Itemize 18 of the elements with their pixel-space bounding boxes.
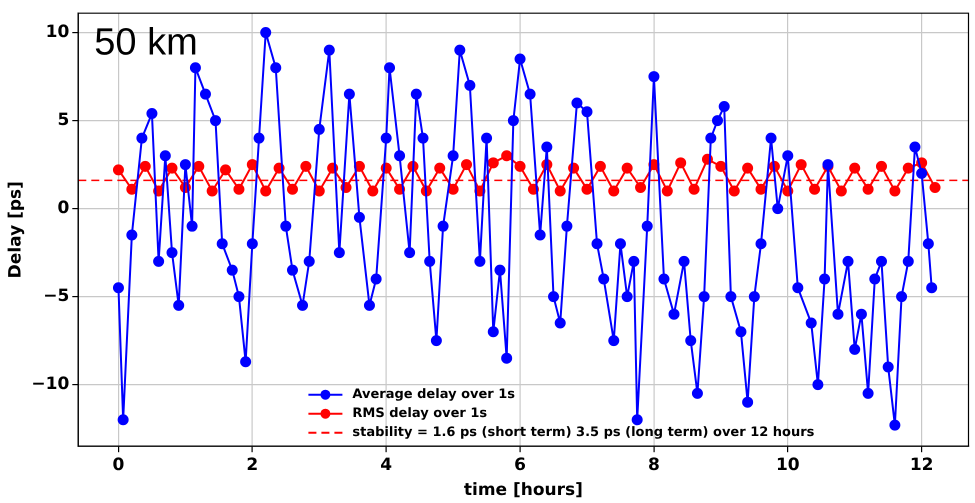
legend-label: stability = 1.6 ps (short term) 3.5 ps (long term) over 12 hours: [352, 425, 815, 440]
legend-label: RMS delay over 1s: [352, 406, 488, 422]
x-axis-title: time [hours]: [464, 480, 583, 500]
x-tick-label: 2: [246, 454, 258, 475]
y-tick-label: −10: [31, 374, 70, 394]
x-tick-label: 10: [776, 454, 800, 475]
y-tick-label: −5: [43, 286, 70, 306]
legend-label: Average delay over 1s: [352, 387, 516, 402]
x-tick-label: 0: [112, 454, 125, 475]
annotation: 50 km: [94, 22, 198, 64]
y-tick-label: 0: [57, 198, 70, 218]
x-tick-label: 6: [514, 454, 526, 475]
y-tick-label: 5: [57, 110, 70, 130]
x-tick-label: 8: [648, 454, 660, 475]
x-tick-label: 12: [910, 454, 934, 475]
y-axis-title: Delay [ps]: [6, 181, 26, 278]
x-tick-label: 4: [380, 454, 392, 475]
y-tick-label: 10: [46, 22, 70, 42]
